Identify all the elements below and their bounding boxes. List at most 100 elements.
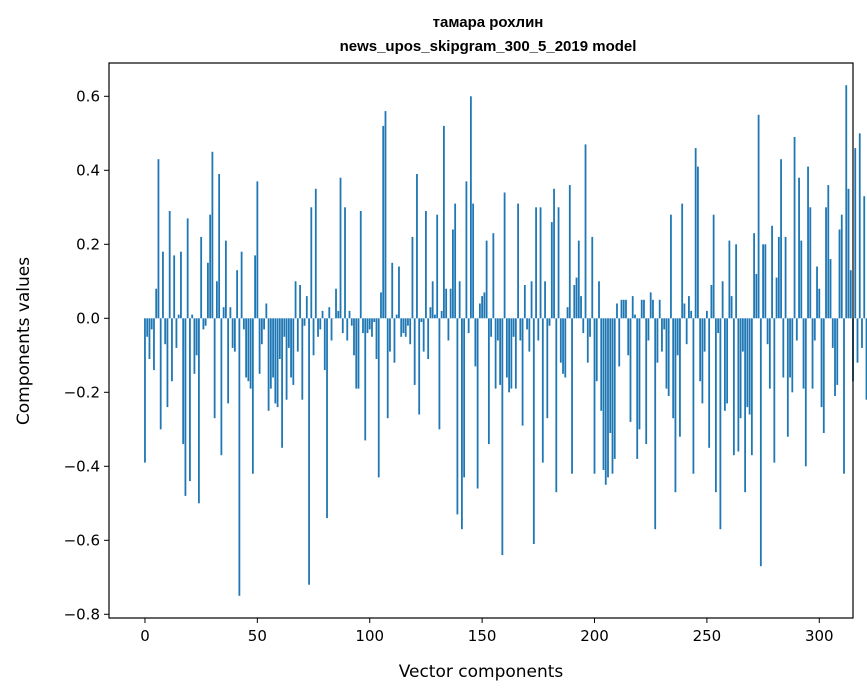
plot-frame: [108, 62, 854, 619]
bar-255: [717, 318, 720, 334]
bar-156: [494, 318, 497, 389]
bar-120: [413, 318, 416, 385]
bar-204: [602, 318, 605, 470]
bar-4: [153, 318, 155, 371]
bar-110: [391, 262, 394, 319]
bar-38: [229, 307, 232, 319]
bar-183: [555, 318, 558, 493]
bar-91: [348, 310, 351, 319]
bar-96: [359, 211, 362, 319]
bar-235: [672, 318, 675, 419]
bar-94: [355, 318, 358, 389]
bar-182: [553, 188, 555, 319]
bar-42: [238, 318, 241, 596]
bar-203: [600, 318, 603, 411]
bar-213: [622, 299, 625, 319]
x-tick-label: 250: [693, 627, 722, 645]
bar-284: [782, 318, 785, 378]
bar-237: [676, 318, 679, 356]
bar-288: [791, 318, 794, 393]
bar-260: [728, 240, 731, 319]
bar-291: [798, 177, 800, 319]
bar-48: [251, 318, 254, 474]
bar-103: [375, 318, 378, 359]
bar-147: [474, 318, 477, 367]
bar-316: [854, 148, 857, 319]
bar-24: [198, 318, 200, 504]
bar-1: [146, 318, 149, 337]
bar-187: [564, 318, 567, 378]
bar-74: [310, 207, 313, 319]
bar-143: [465, 181, 468, 319]
bar-304: [827, 185, 830, 319]
bar-251: [708, 318, 711, 448]
bar-197: [586, 318, 589, 363]
bar-137: [452, 229, 454, 319]
bar-186: [562, 318, 564, 374]
bar-79: [321, 310, 324, 319]
bar-124: [422, 318, 425, 352]
bar-0: [144, 318, 146, 463]
bar-122: [418, 318, 421, 415]
bar-151: [483, 292, 486, 319]
bar-198: [589, 318, 591, 337]
bar-205: [604, 318, 607, 485]
bar-61: [281, 318, 283, 448]
bar-53: [263, 318, 265, 330]
bar-264: [737, 318, 740, 452]
bar-166: [517, 203, 519, 319]
bar-107: [384, 111, 387, 319]
bar-71: [303, 318, 306, 326]
bar-179: [546, 318, 549, 419]
bar-126: [427, 318, 430, 359]
bar-232: [665, 318, 668, 389]
bar-180: [548, 318, 551, 326]
bar-99: [366, 318, 369, 334]
bar-247: [699, 318, 702, 382]
bar-76: [314, 188, 317, 319]
bar-146: [472, 203, 475, 319]
bar-171: [528, 318, 531, 352]
bar-296: [809, 207, 812, 319]
bar-167: [519, 318, 522, 341]
bar-209: [613, 318, 616, 459]
bar-52: [260, 318, 263, 345]
x-tick-label: 0: [140, 627, 150, 645]
y-tick-label: −0.4: [64, 457, 100, 475]
bar-95: [357, 318, 360, 389]
bar-164: [512, 318, 515, 337]
y-tick-label: 0.2: [76, 235, 100, 253]
bar-225: [649, 292, 652, 319]
bar-138: [454, 203, 457, 319]
bar-68: [296, 318, 299, 352]
bar-78: [319, 318, 322, 330]
bar-211: [618, 318, 621, 367]
bar-20: [189, 318, 191, 482]
bar-88: [341, 318, 344, 334]
bar-226: [652, 299, 654, 319]
bar-116: [404, 318, 407, 337]
bar-102: [373, 318, 376, 322]
bar-287: [789, 318, 791, 378]
bar-46: [247, 318, 250, 382]
bar-233: [667, 318, 670, 396]
bar-161: [505, 318, 508, 378]
bar-44: [242, 318, 245, 330]
bar-35: [222, 307, 225, 319]
bar-144: [467, 318, 470, 334]
bar-63: [285, 318, 288, 400]
bar-279: [771, 225, 773, 319]
x-axis-label: Vector components: [399, 662, 564, 682]
bar-169: [523, 285, 526, 319]
bar-19: [186, 218, 189, 319]
bar-105: [380, 292, 382, 319]
bar-65: [290, 318, 292, 378]
bar-165: [514, 318, 517, 389]
bar-286: [786, 318, 789, 437]
bar-219: [636, 318, 639, 459]
y-tick-label: 0.4: [76, 161, 100, 179]
bar-261: [730, 296, 733, 319]
bar-64: [287, 318, 290, 348]
bar-274: [759, 318, 762, 567]
bar-92: [350, 318, 353, 326]
